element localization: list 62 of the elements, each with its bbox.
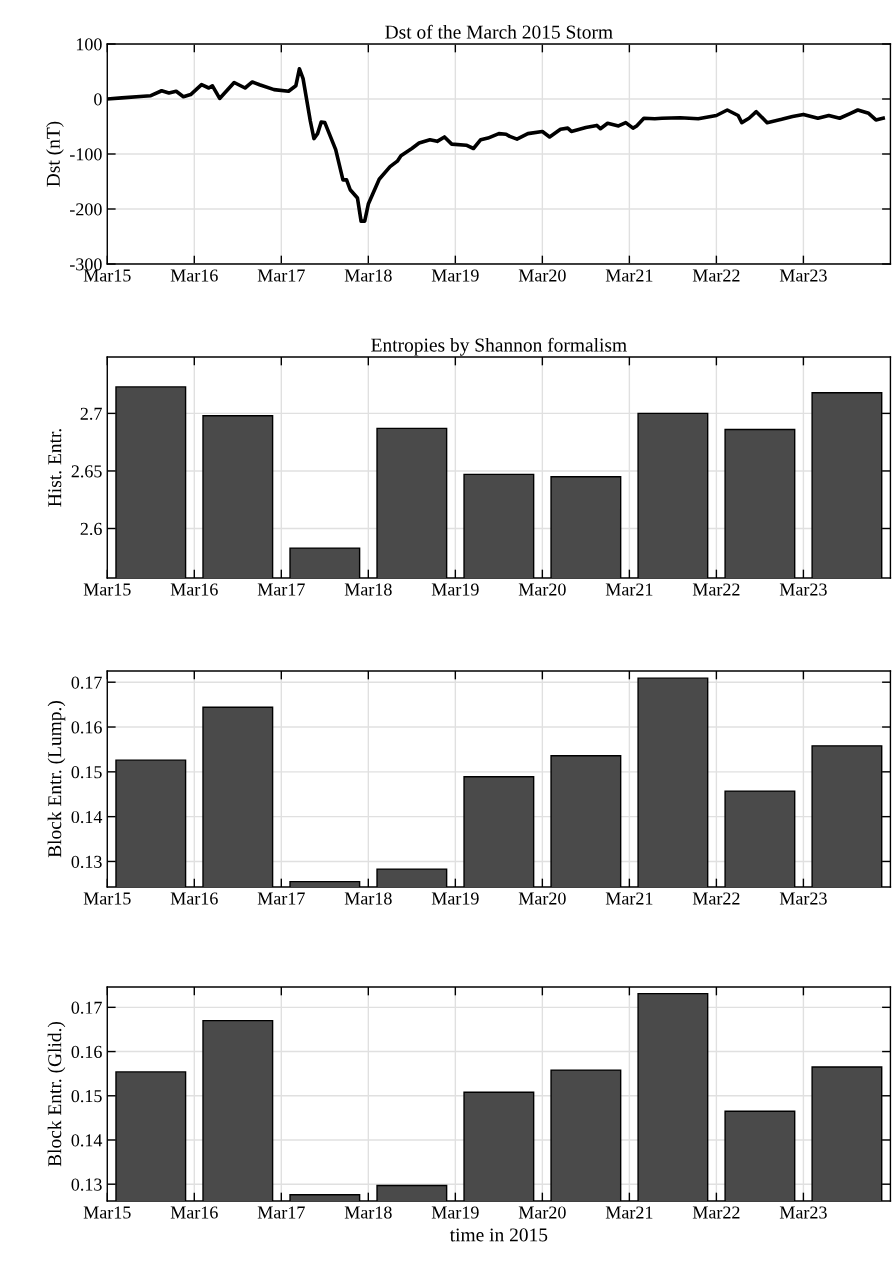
y-tick-label: 2.65: [71, 465, 102, 478]
y-tick-label: 100: [76, 38, 102, 51]
x-tick-label: Mar17: [257, 269, 305, 282]
x-tick-label: Mar20: [518, 583, 566, 596]
x-tick-label: Mar23: [779, 269, 827, 282]
x-tick-label: Mar20: [518, 892, 566, 905]
x-tick-label: Mar21: [605, 269, 653, 282]
x-tick-label: Mar17: [257, 1206, 305, 1219]
y-tick-label: 2.6: [80, 522, 102, 536]
y-tick-label: 0.15: [71, 1090, 102, 1103]
y-axis-title: Block Entr. (Lump.): [47, 701, 66, 858]
y-tick-label: 0.13: [71, 1178, 102, 1191]
x-axis-title: time in 2015: [449, 1228, 548, 1242]
x-tick-label: Mar19: [431, 1206, 479, 1219]
x-tick-label: Mar22: [692, 583, 740, 596]
chart-title: Entropies by Shannon formalism: [371, 337, 627, 356]
y-tick-label: 0.14: [71, 1134, 103, 1147]
x-tick-label: Mar19: [431, 269, 479, 282]
y-axis-title: Dst (nT): [46, 121, 64, 187]
x-tick-label: Mar15: [83, 892, 131, 905]
y-tick-label: 0.14: [71, 810, 103, 824]
y-tick-label: -100: [70, 148, 102, 161]
y-tick-label: 0.16: [71, 721, 102, 734]
chart-title: Dst of the March 2015 Storm: [385, 24, 613, 39]
x-tick-label: Mar22: [692, 269, 740, 282]
x-tick-label: Mar18: [344, 892, 392, 905]
x-tick-label: Mar23: [779, 583, 827, 596]
y-tick-label: 0.17: [71, 1001, 102, 1014]
x-tick-label: Mar22: [692, 892, 740, 905]
x-tick-label: Mar21: [605, 892, 653, 905]
x-tick-label: Mar16: [170, 892, 218, 905]
x-tick-label: Mar19: [431, 892, 479, 905]
y-tick-label: 0.13: [71, 855, 102, 868]
x-tick-label: Mar15: [83, 269, 131, 282]
x-tick-label: Mar17: [257, 583, 305, 596]
x-tick-label: Mar20: [518, 269, 566, 282]
x-tick-label: Mar18: [344, 583, 392, 596]
x-tick-label: Mar20: [518, 1206, 566, 1219]
y-tick-label: 0.15: [71, 766, 102, 779]
x-tick-label: Mar21: [605, 1206, 653, 1219]
x-tick-label: Mar18: [344, 269, 392, 282]
y-tick-label: 0: [94, 93, 102, 106]
line-series: [107, 66, 885, 223]
x-tick-label: Mar15: [83, 583, 131, 596]
x-tick-label: Mar19: [431, 583, 479, 596]
y-tick-label: 0.17: [71, 676, 102, 689]
x-tick-label: Mar18: [344, 1206, 392, 1219]
y-axis-title: Block Entr. (Glid.): [47, 1021, 66, 1167]
y-tick-label: -200: [70, 203, 102, 216]
y-tick-label: -300: [70, 258, 102, 271]
x-tick-label: Mar16: [170, 583, 218, 596]
x-tick-label: Mar17: [257, 892, 305, 905]
x-tick-label: Mar23: [779, 1206, 827, 1219]
x-tick-label: Mar23: [779, 892, 827, 905]
x-tick-label: Mar15: [83, 1206, 131, 1219]
x-tick-label: Mar16: [170, 1206, 218, 1219]
x-tick-label: Mar21: [605, 583, 653, 596]
x-tick-label: Mar16: [170, 269, 218, 282]
x-tick-label: Mar22: [692, 1206, 740, 1219]
y-tick-label: 2.7: [80, 407, 102, 420]
y-tick-label: 0.16: [71, 1045, 102, 1059]
y-axis-title: Hist. Entr.: [48, 429, 62, 507]
